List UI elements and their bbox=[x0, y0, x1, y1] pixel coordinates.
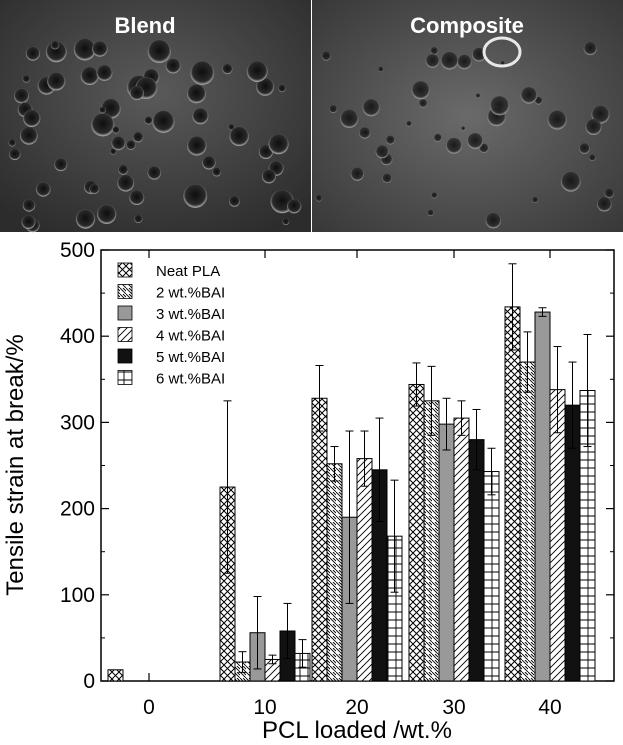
bar bbox=[438, 423, 455, 682]
legend-label: 5 wt.%BAI bbox=[156, 349, 225, 366]
bar bbox=[423, 400, 440, 682]
bar bbox=[326, 463, 343, 682]
y-tick-label: 200 bbox=[60, 498, 95, 521]
legend: Neat PLA 2 wt.%BAI 3 wt.%BAI 4 wt.%BAI 5 wt.… bbox=[117, 262, 225, 388]
legend-label: Neat PLA bbox=[156, 263, 220, 280]
legend-swatch bbox=[117, 370, 133, 385]
blend-label: Blend bbox=[114, 13, 175, 38]
bar bbox=[356, 458, 373, 682]
bar-chart: 0 100 200 300 400 500 0 10 20 30 40 Neat PLA 2 wt.… bbox=[2, 239, 615, 744]
bars bbox=[107, 263, 596, 682]
y-axis: 0 100 200 300 400 500 bbox=[60, 239, 614, 693]
legend-swatch bbox=[117, 348, 133, 364]
legend-label: 2 wt.%BAI bbox=[156, 285, 225, 302]
bar bbox=[107, 669, 124, 682]
y-tick-label: 0 bbox=[83, 670, 95, 693]
x-tick-label: 20 bbox=[345, 696, 368, 719]
bar bbox=[519, 361, 536, 682]
bar bbox=[311, 397, 328, 682]
composite-label: Composite bbox=[410, 13, 524, 38]
y-axis-title: Tensile strain at break/% bbox=[2, 334, 29, 595]
bar bbox=[408, 383, 425, 682]
legend-swatch bbox=[117, 284, 133, 299]
y-tick-label: 100 bbox=[60, 584, 95, 607]
bar bbox=[534, 311, 551, 682]
legend-label: 3 wt.%BAI bbox=[156, 306, 225, 323]
bar bbox=[453, 417, 470, 682]
x-tick-label: 30 bbox=[442, 696, 465, 719]
y-tick-label: 500 bbox=[60, 239, 95, 262]
y-tick-label: 300 bbox=[60, 411, 95, 434]
legend-swatch bbox=[117, 262, 133, 278]
legend-label: 4 wt.%BAI bbox=[156, 328, 225, 345]
x-tick-label: 0 bbox=[143, 696, 155, 719]
y-tick-label: 400 bbox=[60, 325, 95, 348]
x-axis-title: PCL loaded /wt.% bbox=[262, 717, 452, 744]
x-tick-label: 40 bbox=[538, 696, 561, 719]
legend-swatch bbox=[117, 305, 133, 321]
legend-swatch bbox=[117, 327, 133, 342]
sem-image-composite: Composite bbox=[312, 0, 623, 232]
bar bbox=[504, 306, 521, 682]
bar bbox=[549, 389, 566, 682]
sem-image-blend: Blend bbox=[0, 0, 311, 233]
bar bbox=[483, 471, 500, 682]
x-tick-label: 10 bbox=[253, 696, 276, 719]
legend-label: 6 wt.%BAI bbox=[156, 371, 225, 388]
bar bbox=[468, 439, 485, 682]
x-axis: 0 10 20 30 40 bbox=[143, 250, 562, 719]
